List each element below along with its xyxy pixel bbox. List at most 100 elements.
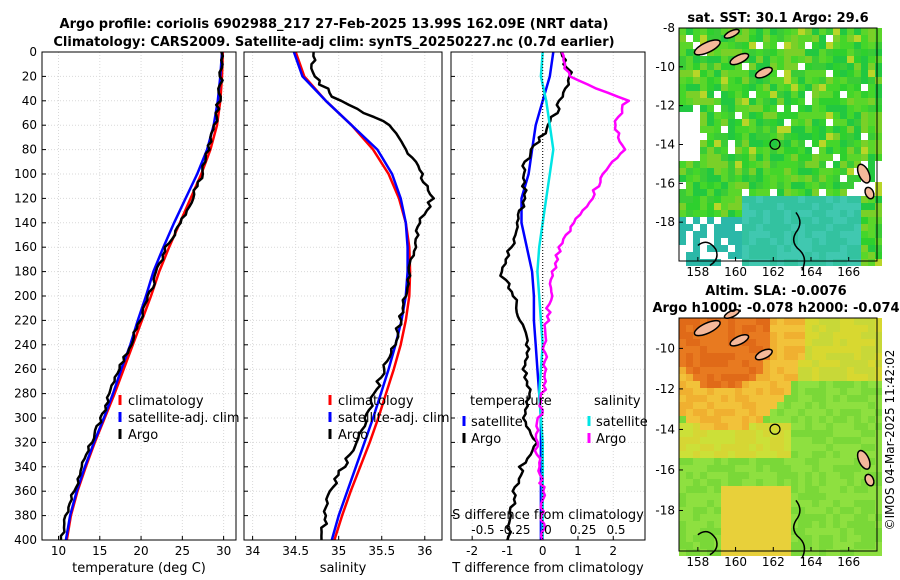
map-cell — [840, 196, 847, 203]
depth-contour — [697, 241, 718, 267]
map-cell — [819, 196, 826, 203]
map-cell — [735, 77, 742, 84]
map-cell — [707, 521, 714, 528]
map-cell — [847, 126, 854, 133]
map-cell — [735, 451, 742, 458]
map-cell — [798, 374, 805, 381]
map-cell — [686, 217, 693, 224]
map-cell — [714, 444, 721, 451]
map-cell — [875, 84, 882, 91]
map-cell — [819, 514, 826, 521]
map-cell — [679, 353, 686, 360]
map-cell — [707, 259, 714, 266]
map-cell — [770, 395, 777, 402]
map-cell — [707, 63, 714, 70]
map-cell — [875, 217, 882, 224]
map-cell — [868, 252, 875, 259]
map-cell — [875, 402, 882, 409]
map-cell — [770, 63, 777, 70]
map-cell — [763, 430, 770, 437]
map-cell — [721, 196, 728, 203]
map-cell — [833, 402, 840, 409]
map-cell — [847, 318, 854, 325]
map-cell — [777, 437, 784, 444]
map-cell — [798, 126, 805, 133]
map-cell — [784, 430, 791, 437]
map-cell — [721, 91, 728, 98]
map-cell — [763, 486, 770, 493]
map-cell — [798, 332, 805, 339]
map-cell — [679, 486, 686, 493]
map-cell — [756, 402, 763, 409]
map-cell — [854, 35, 861, 42]
map-cell — [805, 395, 812, 402]
map-cell — [833, 409, 840, 416]
map-cell — [735, 353, 742, 360]
map-cell — [763, 63, 770, 70]
map-cell — [840, 437, 847, 444]
map-cell — [819, 332, 826, 339]
map-cell — [763, 500, 770, 507]
map-cell — [854, 70, 861, 77]
map-cell — [686, 493, 693, 500]
map-cell — [847, 182, 854, 189]
map-cell — [833, 542, 840, 549]
map-cell — [826, 63, 833, 70]
map-cell — [686, 465, 693, 472]
map-cell — [791, 402, 798, 409]
map-cell — [861, 409, 868, 416]
map-cell — [875, 98, 882, 105]
map-cell — [721, 70, 728, 77]
map-cell — [819, 210, 826, 217]
map-cell — [742, 245, 749, 252]
map-cell — [742, 493, 749, 500]
map-cell — [728, 514, 735, 521]
map-cell — [686, 245, 693, 252]
map-cell — [798, 458, 805, 465]
map-cell — [798, 451, 805, 458]
map-cell — [777, 259, 784, 266]
map-cell — [721, 367, 728, 374]
map-cell — [770, 514, 777, 521]
map-cell — [805, 444, 812, 451]
map-cell — [826, 549, 833, 556]
map-cell — [826, 444, 833, 451]
y-tick-label: 320 — [14, 435, 37, 449]
map-cell — [770, 91, 777, 98]
map-cell — [812, 493, 819, 500]
map-cell — [861, 238, 868, 245]
map-cell — [840, 535, 847, 542]
map-cell — [819, 521, 826, 528]
map-cell — [721, 119, 728, 126]
map-cell — [686, 458, 693, 465]
map-cell — [714, 217, 721, 224]
map-cell — [812, 318, 819, 325]
map-cell — [735, 325, 742, 332]
map-cell — [847, 332, 854, 339]
map-cell — [812, 332, 819, 339]
map-cell — [784, 465, 791, 472]
map-cell — [770, 245, 777, 252]
map-cell — [784, 84, 791, 91]
map-cell — [812, 203, 819, 210]
map-cell — [847, 486, 854, 493]
map-cell — [679, 367, 686, 374]
map-cell — [728, 189, 735, 196]
map-cell — [805, 182, 812, 189]
map-cell — [805, 217, 812, 224]
x-tick-label: 158 — [686, 555, 709, 569]
map-cell — [791, 63, 798, 70]
map-cell — [770, 161, 777, 168]
map-cell — [735, 507, 742, 514]
map-cell — [854, 388, 861, 395]
map-cell — [854, 430, 861, 437]
map-cell — [763, 140, 770, 147]
map-cell — [686, 196, 693, 203]
map-cell — [686, 224, 693, 231]
map-cell — [749, 63, 756, 70]
map-cell — [875, 542, 882, 549]
map-cell — [840, 231, 847, 238]
map-cell — [840, 140, 847, 147]
map-cell — [735, 367, 742, 374]
map-cell — [763, 472, 770, 479]
